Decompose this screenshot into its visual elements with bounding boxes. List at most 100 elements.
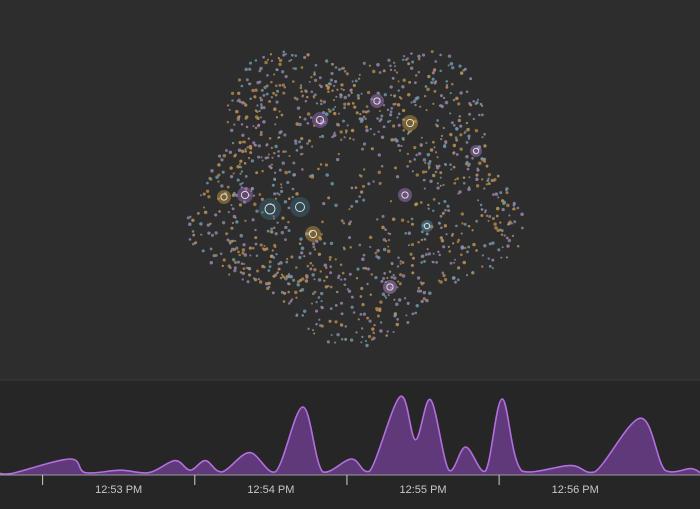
node bbox=[320, 102, 323, 106]
node bbox=[319, 163, 323, 166]
node bbox=[380, 114, 384, 118]
node bbox=[396, 103, 401, 107]
node bbox=[376, 314, 380, 318]
node bbox=[294, 54, 298, 57]
node bbox=[253, 202, 257, 207]
node bbox=[386, 276, 389, 280]
node bbox=[376, 62, 380, 67]
node bbox=[413, 158, 416, 161]
node bbox=[283, 200, 288, 204]
node bbox=[466, 167, 470, 171]
node bbox=[269, 254, 274, 259]
node bbox=[383, 272, 387, 275]
node bbox=[260, 106, 264, 110]
node bbox=[423, 187, 426, 190]
node bbox=[444, 208, 447, 212]
graph-canvas[interactable] bbox=[0, 0, 700, 380]
node bbox=[362, 253, 366, 257]
node bbox=[303, 255, 306, 258]
node bbox=[424, 161, 427, 165]
hub-halo bbox=[305, 226, 321, 242]
node bbox=[319, 85, 323, 89]
node bbox=[263, 244, 266, 247]
node bbox=[438, 253, 441, 257]
node bbox=[439, 94, 443, 98]
node bbox=[378, 71, 382, 74]
node bbox=[481, 178, 484, 181]
node bbox=[342, 88, 345, 92]
node bbox=[427, 74, 431, 79]
node bbox=[501, 208, 505, 212]
hub-halo bbox=[237, 187, 253, 203]
node bbox=[449, 261, 453, 265]
node bbox=[417, 70, 421, 74]
node bbox=[244, 219, 247, 222]
node bbox=[433, 146, 436, 149]
node bbox=[311, 292, 315, 296]
node bbox=[456, 177, 460, 180]
node bbox=[266, 58, 269, 61]
node bbox=[337, 152, 340, 156]
node bbox=[252, 141, 256, 145]
node bbox=[411, 170, 414, 173]
node bbox=[409, 130, 413, 133]
node bbox=[430, 50, 434, 54]
node bbox=[355, 111, 359, 115]
node bbox=[417, 152, 422, 156]
node bbox=[244, 148, 247, 151]
node bbox=[313, 248, 317, 251]
node bbox=[247, 82, 251, 86]
node bbox=[284, 170, 288, 175]
node bbox=[317, 296, 321, 299]
hub-halo bbox=[312, 112, 328, 128]
node bbox=[299, 289, 302, 293]
node bbox=[272, 226, 276, 230]
node bbox=[353, 105, 357, 109]
node bbox=[334, 79, 338, 84]
node bbox=[348, 272, 352, 276]
node bbox=[483, 144, 487, 148]
node bbox=[337, 68, 341, 72]
node bbox=[314, 63, 318, 67]
node bbox=[262, 93, 266, 97]
node bbox=[365, 125, 369, 129]
node bbox=[266, 229, 270, 233]
node bbox=[327, 90, 330, 94]
node bbox=[269, 53, 273, 56]
node bbox=[317, 278, 322, 282]
node bbox=[248, 67, 252, 71]
node bbox=[296, 106, 301, 110]
node bbox=[261, 169, 264, 173]
node bbox=[386, 249, 391, 254]
node bbox=[414, 103, 417, 107]
hub-node bbox=[423, 222, 431, 230]
node bbox=[440, 226, 443, 230]
node bbox=[442, 245, 446, 249]
node bbox=[420, 261, 423, 264]
node bbox=[493, 178, 497, 182]
node bbox=[362, 266, 365, 270]
node bbox=[312, 329, 315, 332]
node bbox=[368, 319, 372, 323]
node bbox=[357, 77, 361, 80]
node bbox=[243, 162, 247, 165]
node bbox=[226, 104, 230, 107]
node bbox=[460, 232, 463, 235]
node bbox=[199, 194, 202, 197]
node bbox=[460, 212, 464, 216]
hub-halo bbox=[259, 198, 281, 220]
node bbox=[458, 64, 462, 68]
node bbox=[210, 233, 215, 237]
node bbox=[513, 220, 517, 224]
node bbox=[485, 164, 489, 168]
node bbox=[273, 171, 277, 175]
node bbox=[396, 116, 399, 119]
hub-halo bbox=[421, 220, 433, 232]
node bbox=[425, 109, 428, 112]
node bbox=[410, 52, 413, 55]
node bbox=[241, 278, 244, 281]
node bbox=[366, 267, 370, 271]
time-bar[interactable] bbox=[0, 380, 700, 509]
node bbox=[281, 161, 286, 165]
node bbox=[381, 214, 385, 219]
